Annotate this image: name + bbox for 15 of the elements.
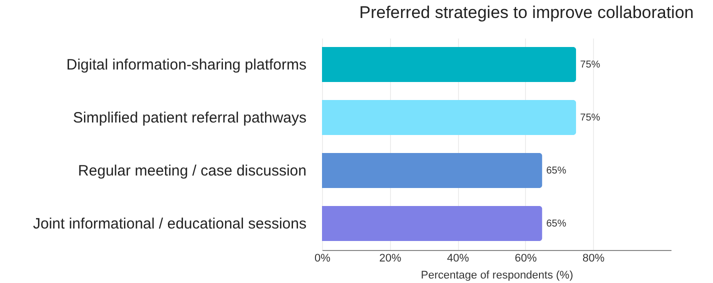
chart-title: Preferred strategies to improve collaboration <box>359 3 694 22</box>
x-tick-label: 80% <box>582 252 605 264</box>
y-tick-label: Digital information-sharing platforms <box>66 56 306 74</box>
y-tick-label: Joint informational / educational sessions <box>33 216 306 232</box>
x-tick-label: 60% <box>514 252 538 264</box>
x-tick-label: 0% <box>314 252 331 264</box>
x-tick-label: 40% <box>447 252 470 264</box>
data-label: 65% <box>546 166 566 176</box>
data-label: 65% <box>546 218 566 230</box>
x-axis-title: Percentage of respondents (%) <box>420 270 574 282</box>
data-label: 75% <box>580 112 600 124</box>
y-tick-label: Regular meeting / case discussion <box>78 162 306 180</box>
y-tick-label: Simplified patient referral pathways <box>73 110 306 126</box>
x-tick-label: 20% <box>379 252 402 264</box>
data-label: 75% <box>580 60 600 70</box>
